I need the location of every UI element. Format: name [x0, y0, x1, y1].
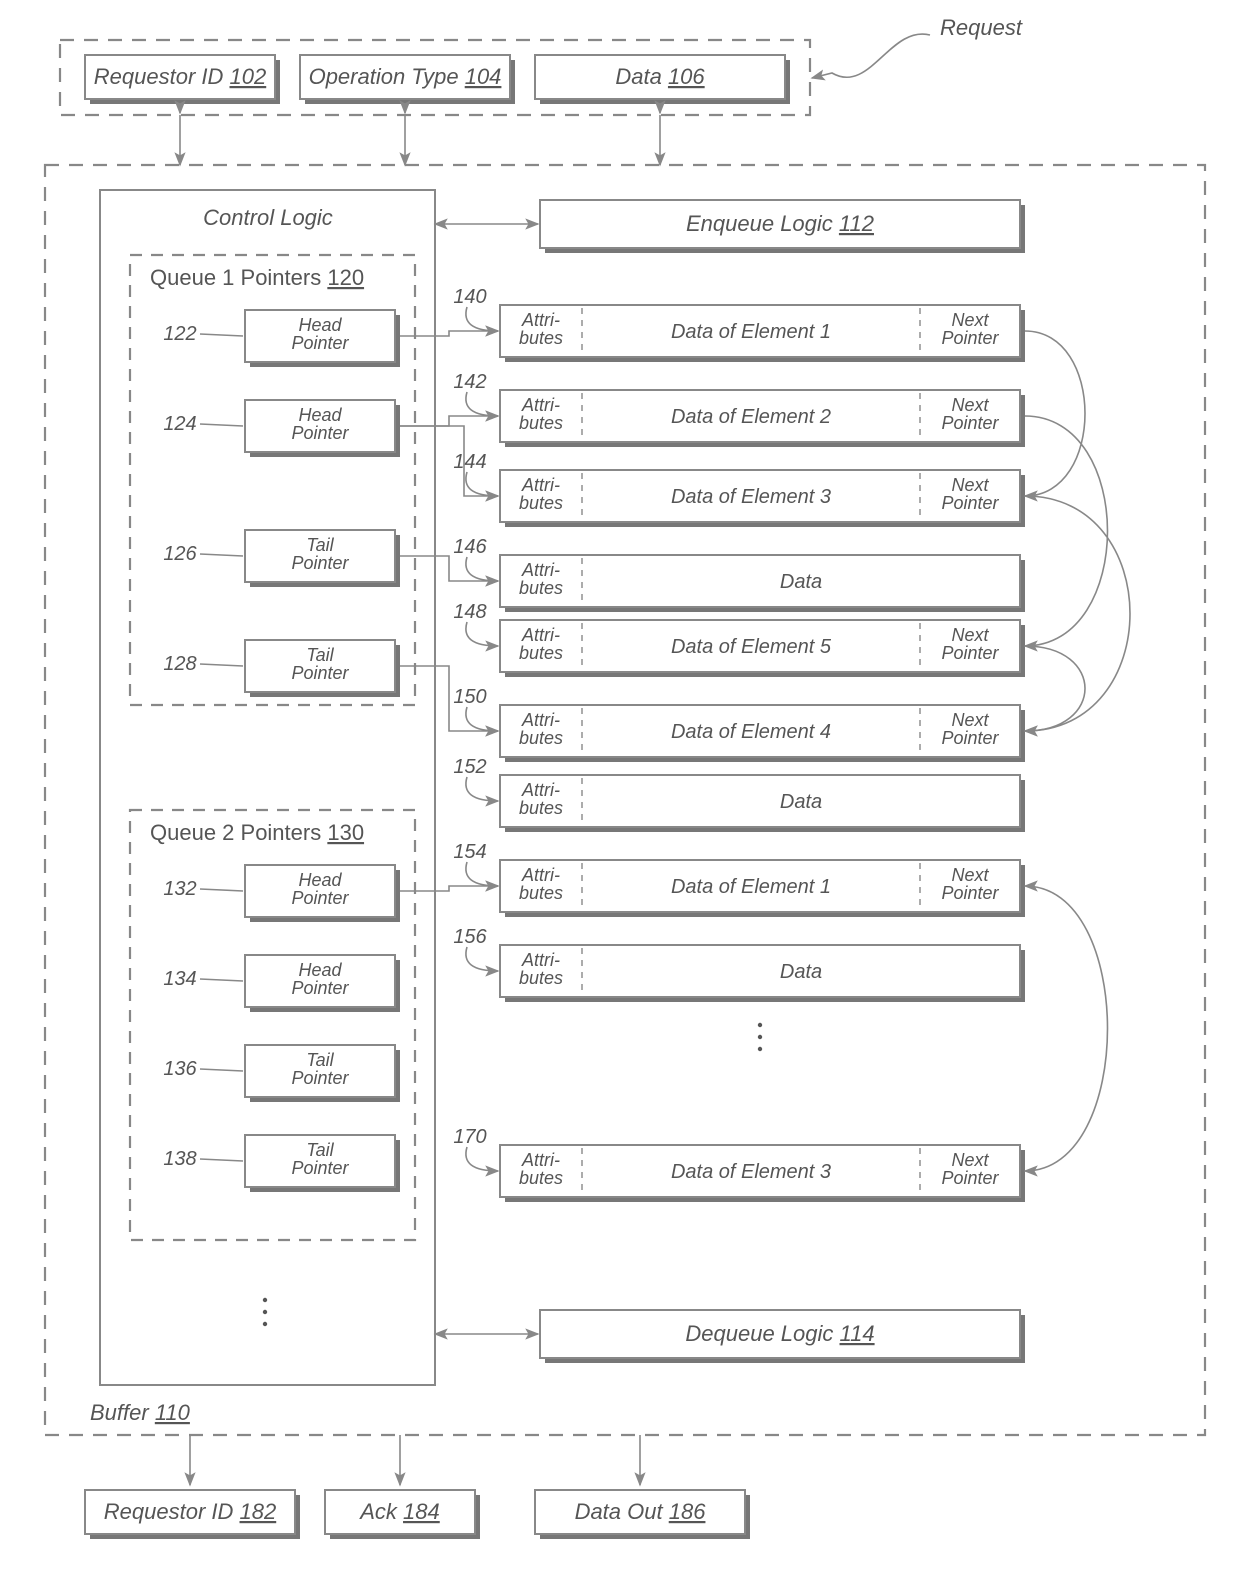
queue1-ref-lead-3	[200, 664, 243, 666]
next-curve-1	[1025, 416, 1108, 646]
output-box-label-0: Requestor ID 182	[104, 1499, 276, 1524]
next-curve-2	[1025, 496, 1130, 731]
elem-ref-lead-5	[466, 707, 498, 731]
queue2-pointer-ref-1: 134	[163, 968, 196, 990]
elem-data-6: Data	[780, 791, 822, 813]
elem-ref-lead-7	[466, 862, 498, 886]
queue2-pointer-label-0: HeadPointer	[291, 870, 349, 908]
queue2-pointer-label-1: HeadPointer	[291, 960, 349, 998]
elem-ref-5: 150	[453, 686, 486, 708]
elem-ref-4: 148	[453, 601, 486, 623]
elem-ref-8: 156	[453, 926, 487, 948]
queue1-pointer-ref-1: 124	[163, 413, 196, 435]
queue2-ref-lead-1	[200, 979, 243, 981]
queue2-ref-lead-3	[200, 1159, 243, 1161]
elem-attr-7: Attri-butes	[519, 865, 563, 903]
elem-data-4: Data of Element 5	[671, 636, 832, 658]
queue1-pointer-label-1: HeadPointer	[291, 405, 349, 443]
elem-attr-5: Attri-butes	[519, 710, 563, 748]
request-box-label-0: Requestor ID 102	[94, 64, 266, 89]
queue2-ref-lead-0	[200, 889, 243, 891]
queue2-pointer-ref-2: 136	[163, 1058, 197, 1080]
request-box-label-2: Data 106	[615, 64, 705, 89]
queue1-pointer-ref-3: 128	[163, 653, 196, 675]
request-title-label: Request	[940, 15, 1023, 40]
elem-data-2: Data of Element 3	[671, 486, 831, 508]
queue1-ref-lead-2	[200, 554, 243, 556]
elem-attr-6: Attri-butes	[519, 780, 563, 818]
vdots-1	[263, 1298, 267, 1302]
queue2-title: Queue 2 Pointers 130	[150, 820, 364, 845]
elem-ref-lead-4	[466, 622, 498, 646]
control-logic-title: Control Logic	[203, 205, 333, 230]
buffer-label: Buffer 110	[90, 1400, 191, 1425]
elem-data-8: Data	[780, 961, 822, 983]
elem-data-1: Data of Element 2	[671, 406, 831, 428]
vdots-1	[263, 1310, 267, 1314]
request-box-label-1: Operation Type 104	[309, 64, 502, 89]
elem-ref-lead-3	[466, 557, 498, 581]
elem-attr-9: Attri-butes	[519, 1150, 563, 1188]
elem-attr-0: Attri-butes	[519, 310, 563, 348]
dequeue-label: Dequeue Logic 114	[685, 1321, 874, 1346]
queue1-ref-lead-0	[200, 334, 243, 336]
output-box-label-1: Ack 184	[358, 1499, 440, 1524]
elem-attr-4: Attri-butes	[519, 625, 563, 663]
elem-ref-lead-0	[466, 307, 498, 331]
elem-ref-6: 152	[453, 756, 486, 778]
vdots-0	[758, 1023, 762, 1027]
elem-ref-lead-1	[466, 392, 498, 416]
elem-attr-2: Attri-butes	[519, 475, 563, 513]
elem-ref-9: 170	[453, 1126, 486, 1148]
elem-ref-lead-6	[466, 777, 498, 801]
control-logic-box	[100, 190, 435, 1385]
queue1-title: Queue 1 Pointers 120	[150, 265, 364, 290]
enqueue-label: Enqueue Logic 112	[686, 211, 874, 236]
elem-ref-1: 142	[453, 371, 486, 393]
elem-attr-3: Attri-butes	[519, 560, 563, 598]
elem-data-0: Data of Element 1	[671, 321, 831, 343]
elem-data-7: Data of Element 1	[671, 876, 831, 898]
elem-data-5: Data of Element 4	[671, 721, 831, 743]
next-curve-0	[1025, 331, 1085, 496]
elem-ref-lead-8	[466, 947, 498, 971]
elem-ref-lead-9	[466, 1147, 498, 1171]
elem-data-3: Data	[780, 571, 822, 593]
elem-box-6	[500, 775, 1025, 832]
next-curve-4	[1025, 886, 1108, 1171]
queue2-ref-lead-2	[200, 1069, 243, 1071]
queue1-pointer-ref-2: 126	[163, 543, 197, 565]
queue1-pointer-label-0: HeadPointer	[291, 315, 349, 353]
request-squiggle	[812, 34, 930, 78]
elem-attr-1: Attri-butes	[519, 395, 563, 433]
queue2-pointer-ref-0: 132	[163, 878, 196, 900]
elem-attr-8: Attri-butes	[519, 950, 563, 988]
vdots-1	[263, 1322, 267, 1326]
elem-ref-7: 154	[453, 841, 486, 863]
elem-ref-lead-2	[466, 472, 498, 496]
output-box-label-2: Data Out 186	[575, 1499, 707, 1524]
diagram-root: Requestor ID 102 Operation Type 104 Data 1…	[0, 0, 1240, 1570]
elem-ref-2: 144	[453, 451, 486, 473]
queue1-pointer-ref-0: 122	[163, 323, 196, 345]
elem-data-9: Data of Element 3	[671, 1161, 831, 1183]
elem-box-3	[500, 555, 1025, 612]
queue1-ref-lead-1	[200, 424, 243, 426]
vdots-0	[758, 1047, 762, 1051]
elem-ref-3: 146	[453, 536, 487, 558]
elem-ref-0: 140	[453, 286, 486, 308]
vdots-0	[758, 1035, 762, 1039]
queue2-pointer-ref-3: 138	[163, 1148, 196, 1170]
elem-box-8	[500, 945, 1025, 1002]
